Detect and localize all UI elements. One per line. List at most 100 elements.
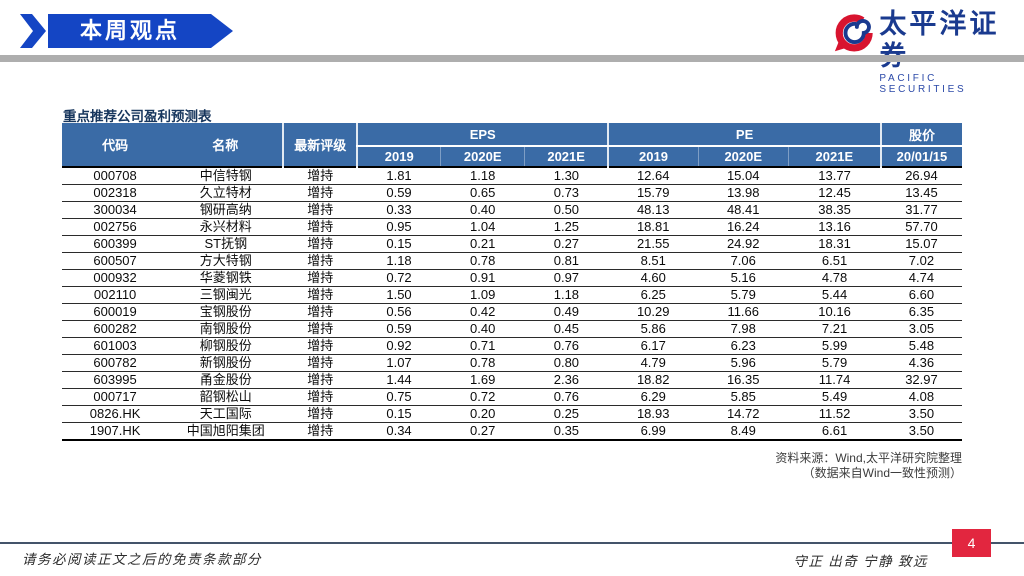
logo-name-cn: 太平洋证券 (879, 9, 1000, 71)
table-cell: 4.74 (880, 269, 962, 287)
table-cell: 0.34 (357, 422, 441, 441)
table-cell: 增持 (283, 405, 358, 423)
table-cell: 增持 (283, 286, 358, 304)
table-cell: 8.49 (698, 422, 789, 441)
table-cell: 1.09 (440, 286, 525, 304)
table-cell: 31.77 (880, 201, 962, 219)
table-cell: 48.13 (608, 201, 699, 219)
table-cell: 中信特钢 (168, 167, 284, 185)
table-row: 000932 华菱钢铁 增持 0.72 0.91 0.97 4.60 5.16 4.78 4.74 (62, 269, 962, 287)
table-row: 600399 ST抚钢 增持 0.15 0.21 0.27 21.55 24.92 18.31 1… (62, 235, 962, 253)
table-row: 002110 三钢闽光 增持 1.50 1.09 1.18 6.25 5.79 5.44 6.60 (62, 286, 962, 304)
table-cell: 6.99 (608, 422, 699, 441)
table-cell: 10.29 (608, 303, 699, 321)
table-cell: 4.60 (608, 269, 699, 287)
table-row: 601003 柳钢股份 增持 0.92 0.71 0.76 6.17 6.23 5.99 5.48 (62, 337, 962, 355)
table-cell: 002318 (62, 184, 169, 202)
table-cell: 21.55 (608, 235, 699, 253)
table-cell: 0.75 (357, 388, 441, 406)
table-cell: 48.41 (698, 201, 789, 219)
table-cell: 钢研高纳 (168, 201, 284, 219)
table-cell: 5.86 (608, 320, 699, 338)
table-cell: 3.50 (880, 422, 962, 441)
table-cell: 甬金股份 (168, 371, 284, 389)
table-cell: 1.69 (440, 371, 525, 389)
table-cell: 7.21 (788, 320, 881, 338)
table-cell: 5.79 (698, 286, 789, 304)
table-cell: 0.33 (357, 201, 441, 219)
table-row: 600019 宝钢股份 增持 0.56 0.42 0.49 10.29 11.66 10.16 6… (62, 303, 962, 321)
table-cell: 002110 (62, 286, 169, 304)
table-cell: 增持 (283, 201, 358, 219)
table-cell: 1.18 (440, 167, 525, 185)
table-cell: 5.79 (788, 354, 881, 372)
table-cell: 13.98 (698, 184, 789, 202)
table-cell: 13.77 (788, 167, 881, 185)
table-row: 000708 中信特钢 增持 1.81 1.18 1.30 12.64 15.04 13.77 2… (62, 167, 962, 185)
table-row: 600507 方大特钢 增持 1.18 0.78 0.81 8.51 7.06 6.51 7.02 (62, 252, 962, 270)
table-cell: 600782 (62, 354, 169, 372)
table-cell: 0.91 (440, 269, 525, 287)
table-cell: 18.31 (788, 235, 881, 253)
table-cell: 600399 (62, 235, 169, 253)
table-cell: 宝钢股份 (168, 303, 284, 321)
table-cell: 24.92 (698, 235, 789, 253)
table-cell: 永兴材料 (168, 218, 284, 236)
table-cell: 5.96 (698, 354, 789, 372)
table-cell: 5.49 (788, 388, 881, 406)
table-cell: 600019 (62, 303, 169, 321)
data-source-note: 资料来源：Wind,太平洋研究院整理 （数据来自Wind一致性预测） (775, 451, 962, 481)
table-cell: 15.04 (698, 167, 789, 185)
table-cell: 增持 (283, 388, 358, 406)
table-cell: 000932 (62, 269, 169, 287)
col-header-price-date: 20/01/15 (879, 146, 962, 167)
col-header-name: 名称 (168, 123, 284, 167)
table-cell: 000717 (62, 388, 169, 406)
forecast-table: 代码 名称 最新评级 EPS PE 股价 2019 2020E 2021E 20… (62, 123, 962, 441)
table-cell: 0.49 (524, 303, 609, 321)
col-header-pe-2020e: 2020E (697, 146, 789, 167)
table-row: 603995 甬金股份 增持 1.44 1.69 2.36 18.82 16.35 11.74 3… (62, 371, 962, 389)
table-cell: 柳钢股份 (168, 337, 284, 355)
table-cell: 11.74 (788, 371, 881, 389)
table-row: 1907.HK 中国旭阳集团 增持 0.34 0.27 0.35 6.99 8.49 6.61 3… (62, 422, 962, 441)
table-row: 000717 韶钢松山 增持 0.75 0.72 0.76 6.29 5.85 5.49 4.08 (62, 388, 962, 406)
table-cell: 3.05 (880, 320, 962, 338)
table-cell: 0.73 (524, 184, 609, 202)
table-cell: 增持 (283, 167, 358, 185)
page-number-badge: 4 (952, 529, 991, 557)
table-cell: 南钢股份 (168, 320, 284, 338)
table-cell: 6.25 (608, 286, 699, 304)
table-cell: 4.78 (788, 269, 881, 287)
table-cell: 1.25 (524, 218, 609, 236)
table-cell: 久立特材 (168, 184, 284, 202)
table-cell: 增持 (283, 354, 358, 372)
table-cell: 0.25 (524, 405, 609, 423)
data-source-line1: 资料来源：Wind,太平洋研究院整理 (775, 451, 962, 465)
col-header-eps-2021e: 2021E (524, 146, 609, 167)
table-row: 600782 新钢股份 增持 1.07 0.78 0.80 4.79 5.96 5.79 4.36 (62, 354, 962, 372)
logo-name-en: PACIFIC SECURITIES (879, 73, 967, 95)
table-cell: 0.72 (357, 269, 441, 287)
table-cell: 0.45 (524, 320, 609, 338)
table-cell: 8.51 (608, 252, 699, 270)
logo-mark-icon (834, 14, 873, 52)
table-body: 000708 中信特钢 增持 1.81 1.18 1.30 12.64 15.04 13.77 2… (62, 167, 962, 441)
table-cell: 1.44 (357, 371, 441, 389)
table-cell: 38.35 (788, 201, 881, 219)
table-cell: 增持 (283, 218, 358, 236)
table-cell: 0.65 (440, 184, 525, 202)
table-cell: 增持 (283, 320, 358, 338)
company-logo: 太平洋证券 PACIFIC SECURITIES (832, 8, 1024, 95)
banner-ribbon-icon (20, 14, 233, 48)
table-cell: 0.59 (357, 184, 441, 202)
col-header-code: 代码 (62, 123, 169, 167)
table-cell: 6.51 (788, 252, 881, 270)
col-group-eps: EPS (356, 123, 609, 147)
table-cell: 0.56 (357, 303, 441, 321)
table-cell: 0.76 (524, 337, 609, 355)
table-cell: 1.81 (357, 167, 441, 185)
table-cell: 增持 (283, 235, 358, 253)
table-cell: 韶钢松山 (168, 388, 284, 406)
